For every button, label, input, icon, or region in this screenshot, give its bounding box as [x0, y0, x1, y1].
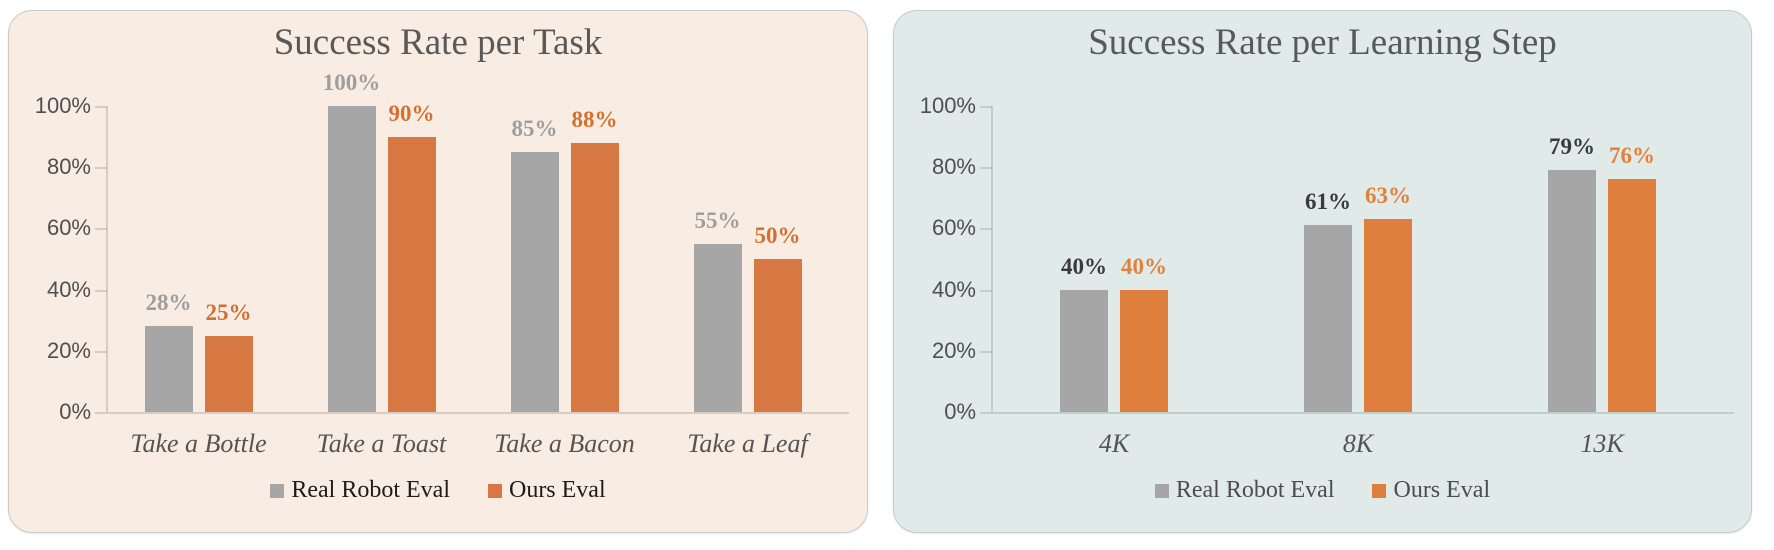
y-axis-tick: [980, 412, 992, 414]
bar-value-label: 50%: [754, 223, 801, 248]
y-axis-tick: [95, 289, 107, 292]
y-axis-tick: [95, 167, 107, 170]
category-label: 4K: [1098, 429, 1130, 458]
plot-area: 0% 20% 40% 60% 80% 100% 28% 25% Take a Bottle 100…: [9, 11, 867, 532]
bar-value-label: 28%: [145, 290, 192, 316]
bar-value-label: 40%: [1061, 253, 1107, 279]
legend-swatch-real-robot-eval-icon: [1154, 483, 1169, 498]
bar-value-label: 61%: [1305, 189, 1351, 215]
y-axis-tick: [95, 412, 107, 414]
legend-label-ours-eval: Ours Eval: [508, 477, 606, 503]
y-axis-label: 20%: [46, 337, 91, 363]
bar-value-label: 40%: [1121, 253, 1167, 279]
bar-real-robot-eval: [144, 326, 193, 412]
bar-ours-eval: [570, 142, 619, 412]
bar-real-robot-eval: [327, 106, 376, 412]
bar-ours-eval: [204, 335, 253, 412]
y-axis-line: [991, 106, 993, 412]
category-label: Take a Toast: [316, 429, 447, 458]
legend-item-real-robot-eval: Real Robot Eval: [1154, 477, 1335, 504]
x-axis-line: [992, 412, 1734, 414]
y-axis-tick: [95, 350, 107, 353]
y-axis-label: 100%: [919, 93, 976, 118]
legend-item-ours-eval: Ours Eval: [1372, 477, 1490, 504]
y-axis-label: 40%: [46, 276, 91, 302]
bar-ours-eval: [1120, 289, 1168, 412]
category-label: Take a Bacon: [494, 429, 635, 458]
bar-ours-eval: [753, 259, 802, 412]
chart-panel-success-rate-per-task: Success Rate per Task 0% 20% 40% 60% 80% 100%…: [8, 10, 868, 533]
bar-ours-eval: [1364, 219, 1412, 412]
y-axis-tick: [95, 106, 107, 108]
bar-ours-eval: [387, 136, 436, 412]
legend-label-ours-eval: Ours Eval: [1393, 477, 1491, 503]
bar-real-robot-eval: [1060, 289, 1108, 412]
y-axis-label: 0%: [944, 399, 976, 424]
legend-item-ours-eval: Ours Eval: [487, 477, 606, 504]
bar-real-robot-eval: [693, 243, 742, 412]
category-label: 13K: [1580, 429, 1624, 458]
y-axis-label: 60%: [46, 215, 91, 241]
bar-real-robot-eval: [1548, 170, 1596, 412]
y-axis-label: 60%: [931, 215, 976, 241]
y-axis-tick: [980, 289, 992, 292]
bar-real-robot-eval: [510, 151, 559, 412]
y-axis-tick: [980, 167, 992, 170]
bar-value-label: 90%: [388, 100, 435, 126]
category-label: Take a Leaf: [687, 429, 808, 458]
y-axis-tick: [980, 350, 992, 353]
chart-title: Success Rate per Learning Step: [1088, 22, 1557, 63]
y-axis-label: 0%: [59, 399, 91, 424]
bar-value-label: 79%: [1549, 134, 1595, 160]
legend: Real Robot Eval Ours Eval: [894, 477, 1751, 504]
x-axis-line: [107, 412, 849, 414]
bar-value-label: 63%: [1365, 183, 1411, 209]
y-axis-tick: [980, 106, 992, 108]
bar-ours-eval: [1608, 179, 1656, 412]
bar-value-label: 76%: [1609, 143, 1655, 169]
y-axis-tick: [980, 228, 992, 231]
y-axis-line: [106, 106, 108, 412]
bar-value-label: 85%: [511, 115, 558, 141]
y-axis-label: 100%: [34, 93, 91, 118]
bar-real-robot-eval: [1304, 225, 1352, 412]
legend-swatch-real-robot-eval-icon: [270, 483, 285, 498]
chart-panel-success-rate-per-learning-step: Success Rate per Learning Step 0% 20% 40% 6…: [893, 10, 1752, 533]
legend-label-real-robot-eval: Real Robot Eval: [291, 477, 450, 503]
y-axis-label: 20%: [931, 337, 976, 363]
bar-value-label: 100%: [322, 70, 381, 95]
plot-area: 0% 20% 40% 60% 80% 100% 40% 40% 4K 61% 63% 8K 79% 76%…: [894, 11, 1751, 532]
category-label: 8K: [1342, 429, 1374, 458]
legend-label-real-robot-eval: Real Robot Eval: [1175, 477, 1335, 503]
bar-value-label: 25%: [205, 299, 252, 325]
bar-value-label: 88%: [571, 106, 618, 132]
y-axis-tick: [95, 228, 107, 231]
legend-swatch-ours-eval-icon: [1372, 483, 1387, 498]
chart-title: Success Rate per Task: [273, 22, 603, 63]
legend-swatch-ours-eval-icon: [487, 483, 502, 498]
legend-item-real-robot-eval: Real Robot Eval: [270, 477, 450, 504]
category-label: Take a Bottle: [130, 429, 267, 458]
y-axis-label: 40%: [931, 276, 976, 302]
y-axis-label: 80%: [931, 154, 976, 180]
bar-value-label: 55%: [694, 207, 741, 233]
y-axis-label: 80%: [46, 154, 91, 180]
legend: Real Robot Eval Ours Eval: [9, 477, 867, 504]
